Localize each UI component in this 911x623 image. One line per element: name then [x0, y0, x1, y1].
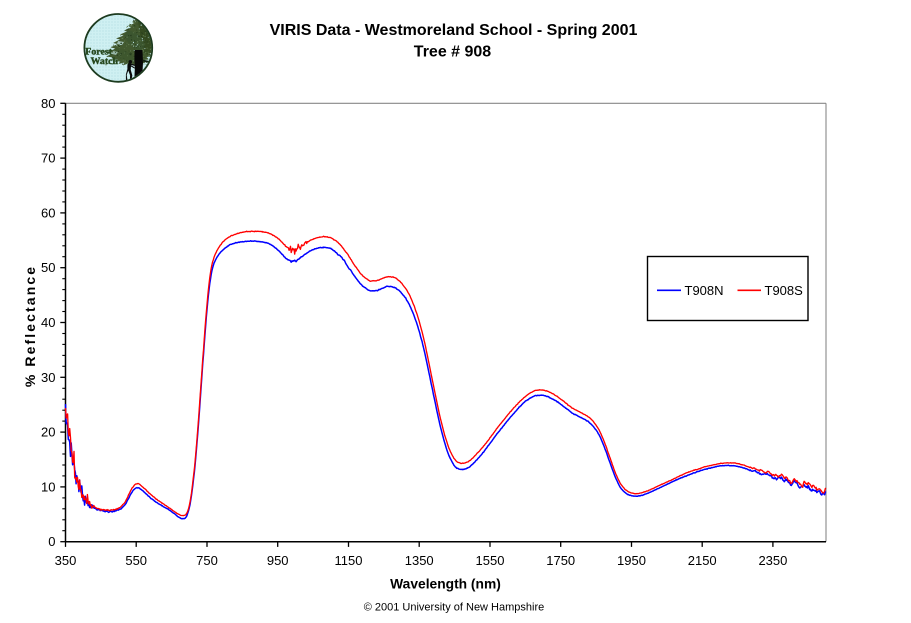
svg-text:Forest: Forest [85, 46, 112, 57]
svg-text:2150: 2150 [688, 553, 717, 568]
svg-text:20: 20 [41, 425, 55, 440]
svg-text:0: 0 [48, 534, 55, 549]
svg-text:30: 30 [41, 370, 55, 385]
svg-text:80: 80 [41, 96, 55, 111]
svg-text:60: 60 [41, 205, 55, 220]
svg-text:1350: 1350 [405, 553, 434, 568]
svg-text:VIRIS Data - Westmoreland Scho: VIRIS Data - Westmoreland School - Sprin… [270, 22, 638, 39]
svg-text:1150: 1150 [335, 553, 363, 568]
svg-text:Watch: Watch [91, 56, 119, 67]
svg-text:550: 550 [125, 553, 147, 568]
svg-text:950: 950 [267, 553, 289, 568]
svg-text:% Reflectance: % Reflectance [22, 265, 38, 387]
svg-text:1750: 1750 [546, 553, 575, 568]
svg-text:350: 350 [55, 553, 77, 568]
svg-text:10: 10 [41, 479, 55, 494]
svg-text:2350: 2350 [758, 553, 787, 568]
svg-text:T908N: T908N [685, 283, 724, 298]
svg-text:T908S: T908S [765, 283, 804, 298]
svg-text:50: 50 [41, 260, 55, 275]
svg-text:750: 750 [196, 553, 218, 568]
svg-text:© 2001 University of New Hamps: © 2001 University of New Hampshire [364, 602, 545, 614]
svg-text:70: 70 [41, 151, 55, 166]
svg-text:40: 40 [41, 315, 55, 330]
svg-text:1550: 1550 [476, 553, 505, 568]
svg-text:1950: 1950 [617, 553, 646, 568]
svg-text:Wavelength (nm): Wavelength (nm) [390, 577, 501, 592]
svg-text:Tree # 908: Tree # 908 [414, 43, 492, 60]
